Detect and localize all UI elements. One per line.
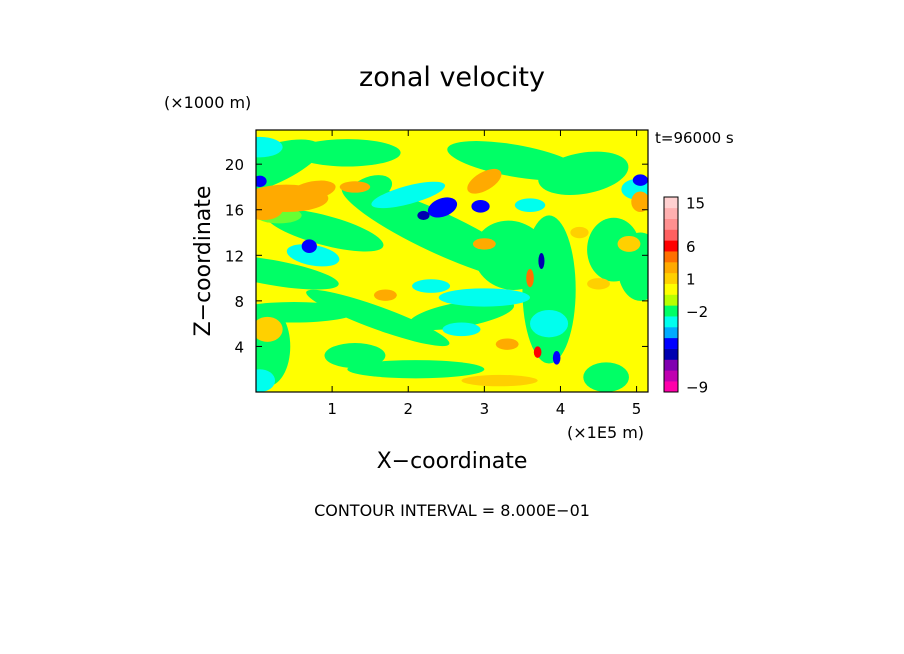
x-tick-label: 2 (403, 400, 413, 418)
y-tick-label: 4 (234, 338, 244, 356)
contour-region (530, 309, 569, 338)
contour-region (290, 180, 336, 201)
contour-region (301, 239, 317, 254)
contour-region (417, 210, 430, 220)
x-unit-label: (×1E5 m) (567, 423, 644, 442)
colorbar-tick-label: −9 (686, 379, 708, 397)
colorbar-swatch (664, 305, 678, 317)
colorbar-tick-label: 15 (686, 194, 705, 212)
colorbar-swatch (664, 381, 678, 393)
colorbar-swatch (664, 337, 678, 349)
y-tick-label: 20 (225, 156, 244, 174)
colorbar-tick-label: 6 (686, 238, 696, 256)
x-tick-label: 5 (632, 400, 642, 418)
colorbar-swatch (664, 359, 678, 371)
colorbar-swatch (664, 240, 678, 252)
colorbar-swatch (664, 370, 678, 382)
contour-region (495, 338, 519, 350)
x-tick-label: 4 (556, 400, 566, 418)
contour-region (471, 200, 490, 213)
contour-region (583, 362, 629, 392)
contour-region (256, 369, 276, 392)
y-unit-label: (×1000 m) (164, 93, 251, 112)
contour-region (339, 181, 371, 193)
x-axis-label: X−coordinate (377, 449, 528, 474)
colorbar-swatch (664, 262, 678, 274)
colorbar-swatch (664, 283, 678, 295)
colorbar-frame (663, 196, 679, 393)
colorbar-swatch (664, 316, 678, 328)
contour-region (373, 289, 397, 301)
contour-region (538, 253, 545, 269)
contour-region (256, 199, 283, 220)
contour-region (533, 346, 542, 358)
contour-region (617, 235, 641, 252)
contour-region (631, 191, 648, 213)
colorbar-swatch (664, 294, 678, 306)
x-tick-label: 1 (327, 400, 337, 418)
contour-region (412, 279, 451, 293)
contour-region (438, 288, 531, 307)
colorbar-swatch (664, 251, 678, 263)
field-blobs (256, 136, 648, 392)
contour-region (294, 139, 401, 167)
contour-interval-footer: CONTOUR INTERVAL = 8.000E−01 (314, 501, 590, 520)
contour-region (256, 316, 283, 342)
colorbar-swatch (664, 229, 678, 241)
contour-region (306, 289, 450, 347)
contour-region (570, 226, 589, 239)
colorbar: −9 −2 1 6 15 (663, 194, 708, 397)
contour-region (552, 350, 561, 365)
contour-region (324, 343, 386, 369)
contour-region (427, 197, 458, 218)
colorbar-tick-label: 1 (686, 270, 696, 288)
contour-region (408, 299, 515, 330)
x-axis: 1 2 3 4 5 (327, 130, 641, 418)
contour-region (256, 136, 283, 158)
contour-region (587, 278, 610, 290)
y-tick-label: 8 (234, 293, 244, 311)
contour-region (256, 139, 321, 201)
contour-region (371, 181, 446, 209)
y-axis-label: Z−coordinate (191, 186, 216, 337)
contour-region (632, 174, 648, 186)
colorbar-swatch (664, 348, 678, 360)
colorbar-tick-label: −2 (686, 303, 708, 321)
contour-region (442, 322, 481, 337)
contour-region (472, 238, 496, 250)
contour-region (522, 215, 576, 364)
y-tick-label: 12 (225, 247, 244, 265)
contour-region (526, 268, 534, 288)
colorbar-swatch (664, 272, 678, 284)
colorbar-swatch (664, 207, 678, 219)
contour-region (467, 168, 502, 194)
colorbar-swatch (664, 327, 678, 339)
chart-title: zonal velocity (359, 62, 545, 93)
x-tick-label: 3 (480, 400, 490, 418)
colorbar-swatch (664, 218, 678, 230)
contour-region (286, 244, 340, 267)
contour-region (461, 374, 538, 387)
y-axis: 4 8 12 16 20 (225, 156, 648, 356)
contour-region (538, 151, 629, 195)
contour-region (514, 198, 546, 213)
colorbar-swatch (664, 197, 678, 209)
y-tick-label: 16 (225, 202, 244, 220)
contour-region (256, 255, 339, 290)
contour-region (256, 175, 267, 187)
contour-field (256, 130, 648, 392)
plot-frame (255, 129, 649, 393)
contour-region (347, 360, 485, 379)
time-label: t=96000 s (655, 129, 734, 147)
